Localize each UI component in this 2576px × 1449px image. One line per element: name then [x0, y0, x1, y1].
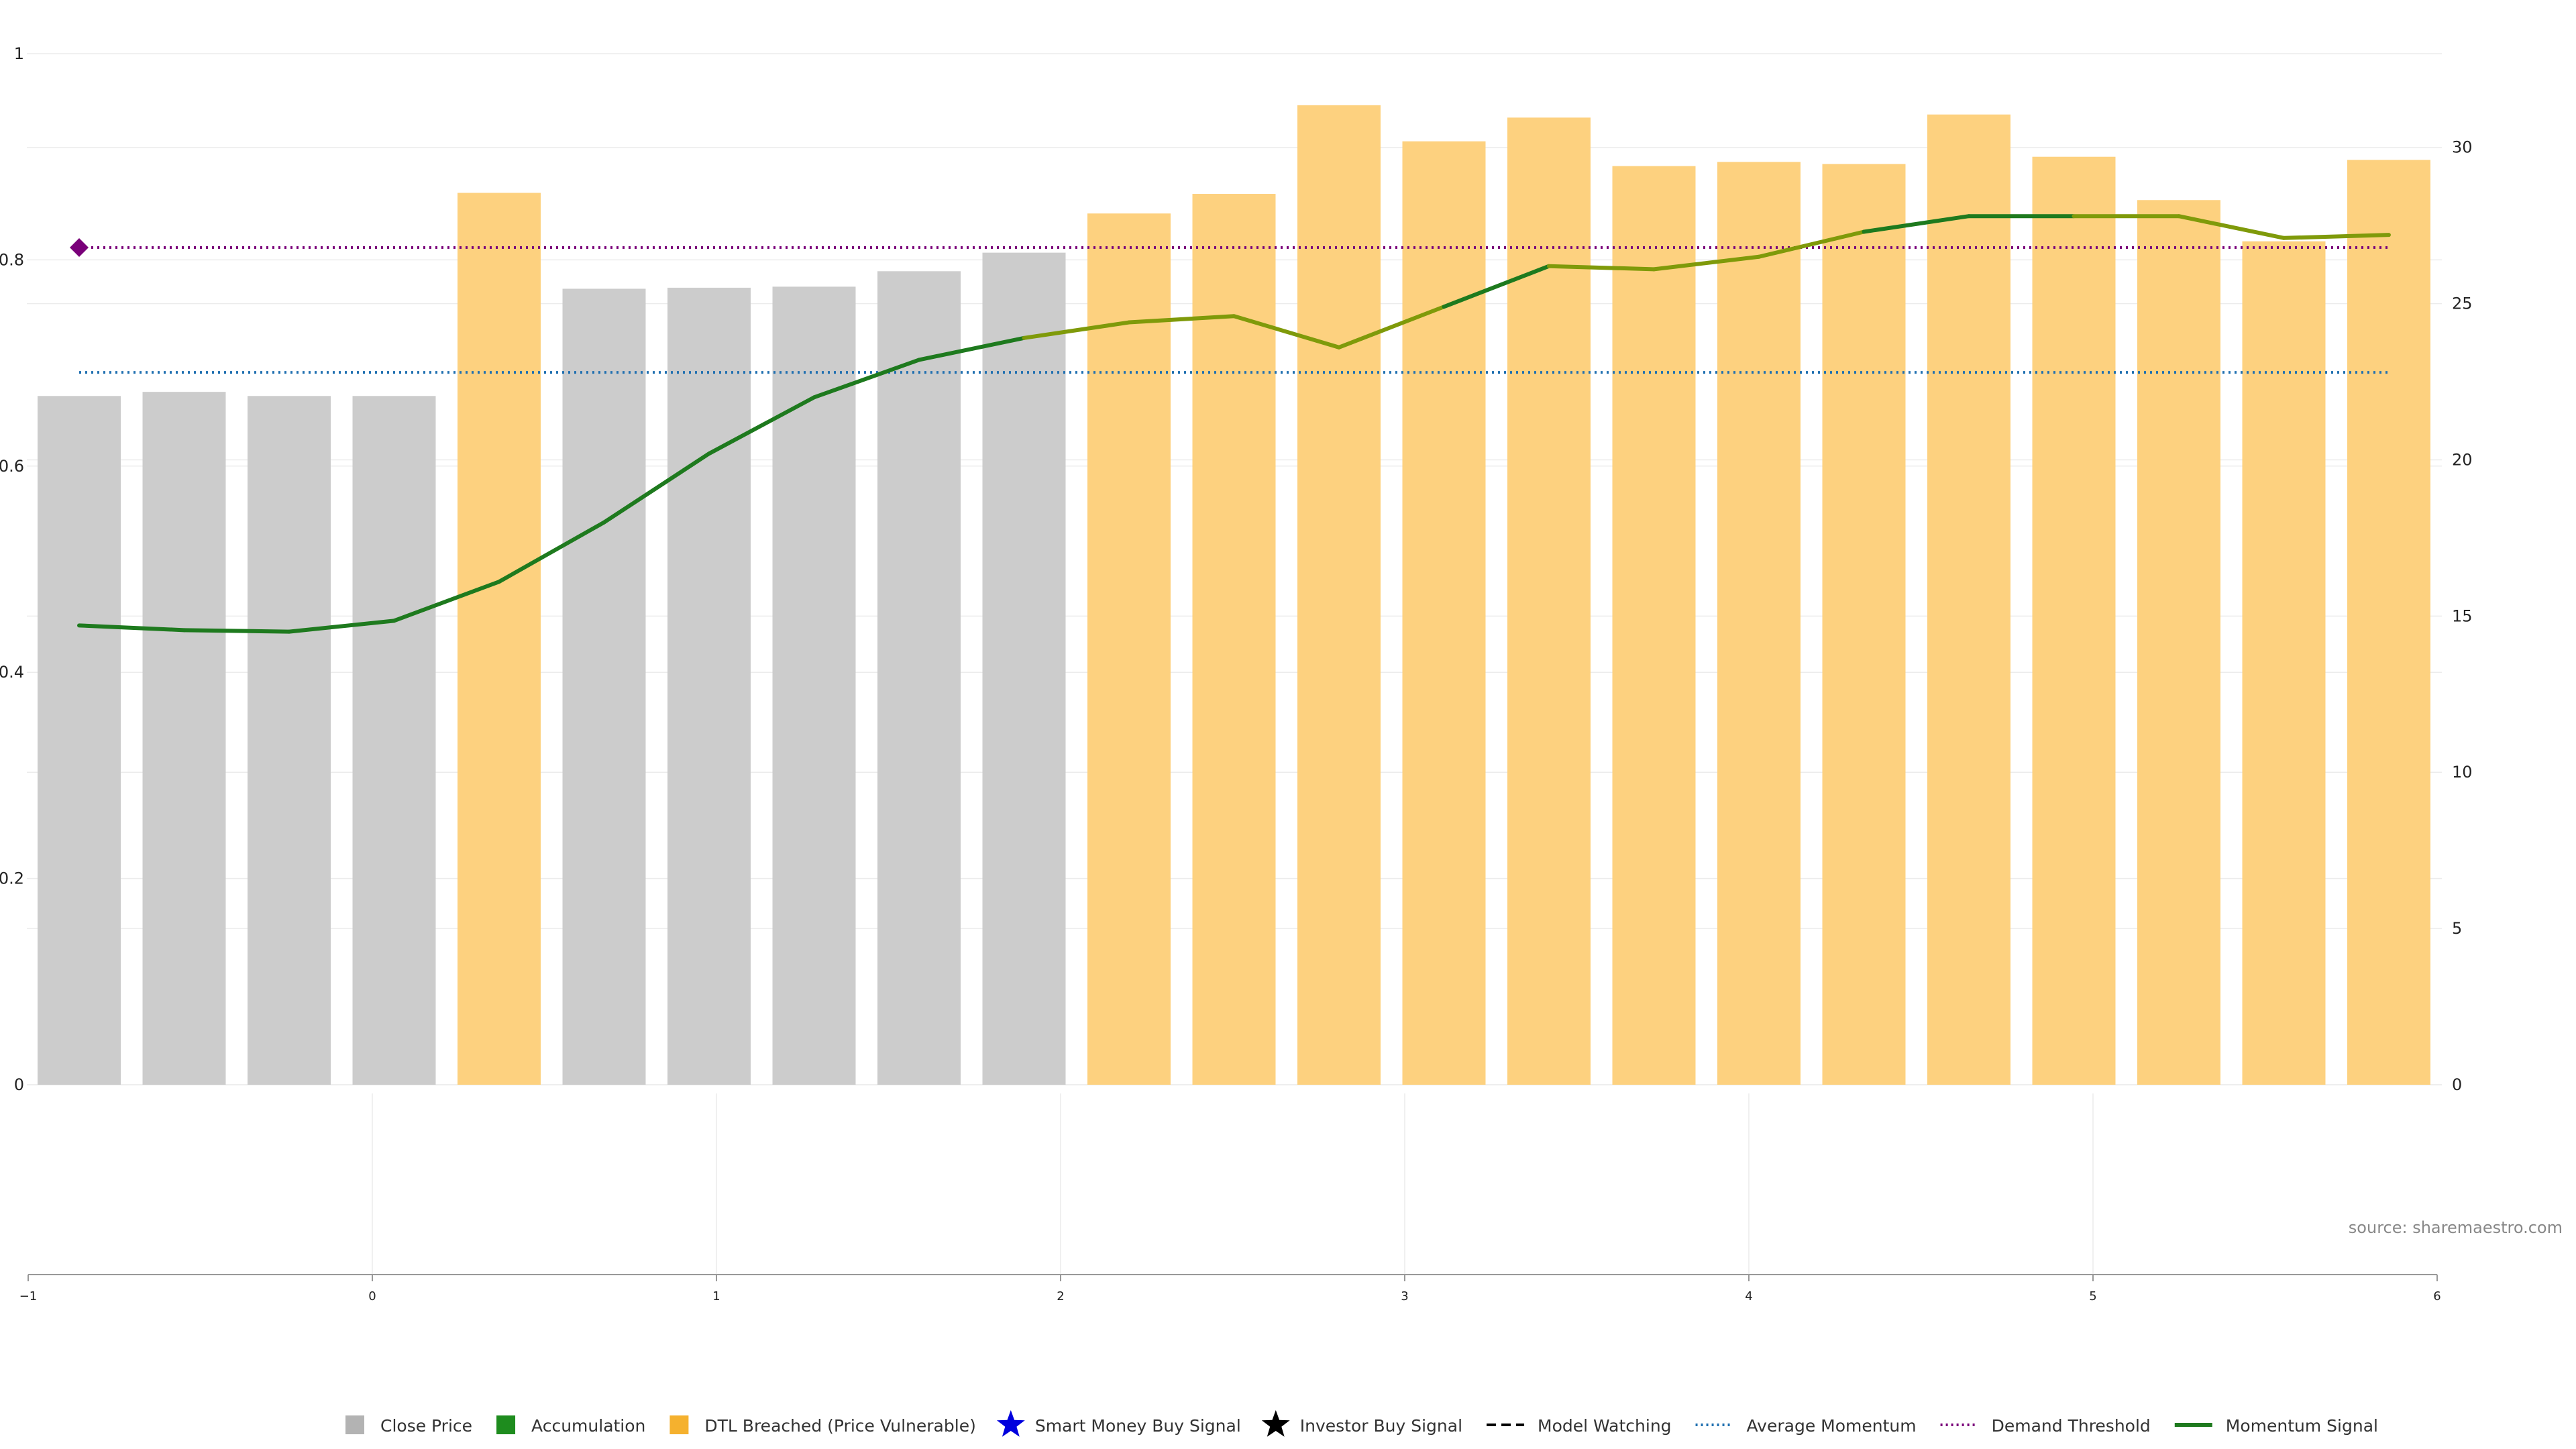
- legend-label: Investor Buy Signal: [1300, 1416, 1462, 1436]
- right-tick-label: 0: [2452, 1075, 2462, 1094]
- momentum-signal-segment: [77, 623, 186, 633]
- bar-close-price: [982, 252, 1066, 1085]
- source-label: source: sharemaestro.com: [2349, 1218, 2563, 1237]
- right-tick-label: 15: [2452, 606, 2473, 625]
- right-tick-label: 10: [2452, 763, 2473, 782]
- momentum-signal-segment: [1442, 264, 1551, 309]
- bar-close-price: [248, 396, 331, 1085]
- bar-dtl-breached: [1717, 162, 1801, 1085]
- bar-dtl-breached: [1507, 117, 1591, 1085]
- legend-label: DTL Breached (Price Vulnerable): [704, 1416, 975, 1436]
- left-tick-label: 0.6: [0, 457, 24, 476]
- left-tick-label: 1: [14, 44, 24, 63]
- momentum-signal-segment: [1547, 264, 1656, 272]
- legend-label: Model Watching: [1538, 1416, 1672, 1436]
- legend-swatch: [345, 1415, 364, 1434]
- momentum-signal-segment: [2177, 214, 2286, 240]
- momentum-signal-segment: [287, 619, 396, 634]
- lines-layer: [70, 214, 2391, 634]
- legend-item: DTL Breached (Price Vulnerable): [669, 1415, 976, 1436]
- bar-dtl-breached: [2137, 200, 2220, 1085]
- legend-star-icon: [996, 1410, 1025, 1437]
- momentum-signal-segment: [1862, 214, 1971, 234]
- momentum-signal-segment: [2282, 233, 2391, 240]
- left-tick-label: 0.8: [0, 250, 24, 269]
- bar-close-price: [142, 392, 226, 1085]
- legend-label: Average Momentum: [1747, 1416, 1917, 1436]
- legend-item: Model Watching: [1487, 1416, 1672, 1436]
- x-tick-label: 2: [1057, 1289, 1064, 1303]
- bar-dtl-breached: [1612, 166, 1696, 1085]
- momentum-signal-segment: [812, 358, 921, 400]
- bar-close-price: [352, 396, 436, 1085]
- x-tick-label: 1: [712, 1289, 720, 1303]
- legend-label: Accumulation: [531, 1416, 645, 1436]
- x-tick-label: 5: [2089, 1289, 2096, 1303]
- left-tick-label: 0.2: [0, 869, 24, 888]
- bar-dtl-breached: [2242, 241, 2326, 1085]
- bar-close-price: [667, 287, 751, 1085]
- right-tick-label: 20: [2452, 450, 2473, 469]
- bar-dtl-breached: [1402, 141, 1486, 1085]
- legend-item: Demand Threshold: [1940, 1416, 2151, 1436]
- legend-item: Accumulation: [496, 1415, 645, 1436]
- legend-swatch: [669, 1415, 689, 1434]
- momentum-signal-segment: [392, 580, 501, 623]
- momentum-signal-segment: [1022, 320, 1131, 340]
- right-tick-label: 30: [2452, 138, 2473, 157]
- demand-threshold-marker: [70, 237, 89, 257]
- momentum-signal-segment: [497, 520, 606, 584]
- bar-dtl-breached: [1822, 164, 1906, 1085]
- right-tick-label: 25: [2452, 294, 2473, 313]
- legend-label: Close Price: [380, 1416, 472, 1436]
- x-tick-label: 3: [1401, 1289, 1408, 1303]
- bar-dtl-breached: [1927, 114, 2010, 1085]
- legend: Close Price Accumulation DTL Breached (Pri…: [345, 1410, 2378, 1437]
- bar-dtl-breached: [2032, 156, 2116, 1085]
- legend-label: Momentum Signal: [2226, 1416, 2378, 1436]
- bar-close-price: [877, 271, 961, 1085]
- momentum-signal-segment: [1232, 314, 1341, 350]
- right-tick-label: 5: [2452, 919, 2462, 938]
- legend-item: Investor Buy Signal: [1261, 1410, 1462, 1437]
- momentum-signal-segment: [917, 335, 1026, 362]
- left-tick-label: 0.4: [0, 663, 24, 682]
- bars-layer: [38, 105, 2430, 1085]
- legend-label: Demand Threshold: [1992, 1416, 2151, 1436]
- x-tick-label: 4: [1745, 1289, 1752, 1303]
- bar-close-price: [772, 286, 856, 1085]
- momentum-signal-segment: [1652, 254, 1761, 272]
- legend-item: Average Momentum: [1695, 1416, 1917, 1436]
- bar-dtl-breached: [2347, 160, 2430, 1085]
- legend-star-icon: [1261, 1410, 1290, 1437]
- legend-label: Smart Money Buy Signal: [1035, 1416, 1241, 1436]
- legend-item: Momentum Signal: [2174, 1416, 2378, 1436]
- momentum-signal-segment: [602, 451, 711, 525]
- momentum-signal-segment: [1757, 229, 1866, 259]
- x-tick-label: 6: [2433, 1289, 2440, 1303]
- bar-dtl-breached: [1297, 105, 1381, 1085]
- momentum-signal-segment: [707, 395, 816, 456]
- momentum-signal-segment: [1337, 305, 1446, 350]
- legend-swatch: [496, 1415, 516, 1434]
- x-tick-label: 0: [368, 1289, 376, 1303]
- bar-dtl-breached: [1192, 194, 1276, 1085]
- bar-dtl-breached: [1087, 213, 1171, 1085]
- bar-close-price: [562, 288, 646, 1085]
- momentum-signal-segment: [1127, 314, 1236, 325]
- bar-dtl-breached: [458, 193, 541, 1085]
- left-tick-label: 0: [14, 1075, 24, 1094]
- bar-close-price: [38, 396, 121, 1085]
- legend-item: Smart Money Buy Signal: [996, 1410, 1241, 1437]
- legend-item: Close Price: [345, 1415, 472, 1436]
- x-tick-label: −1: [19, 1289, 38, 1303]
- momentum-signal-segment: [182, 628, 291, 634]
